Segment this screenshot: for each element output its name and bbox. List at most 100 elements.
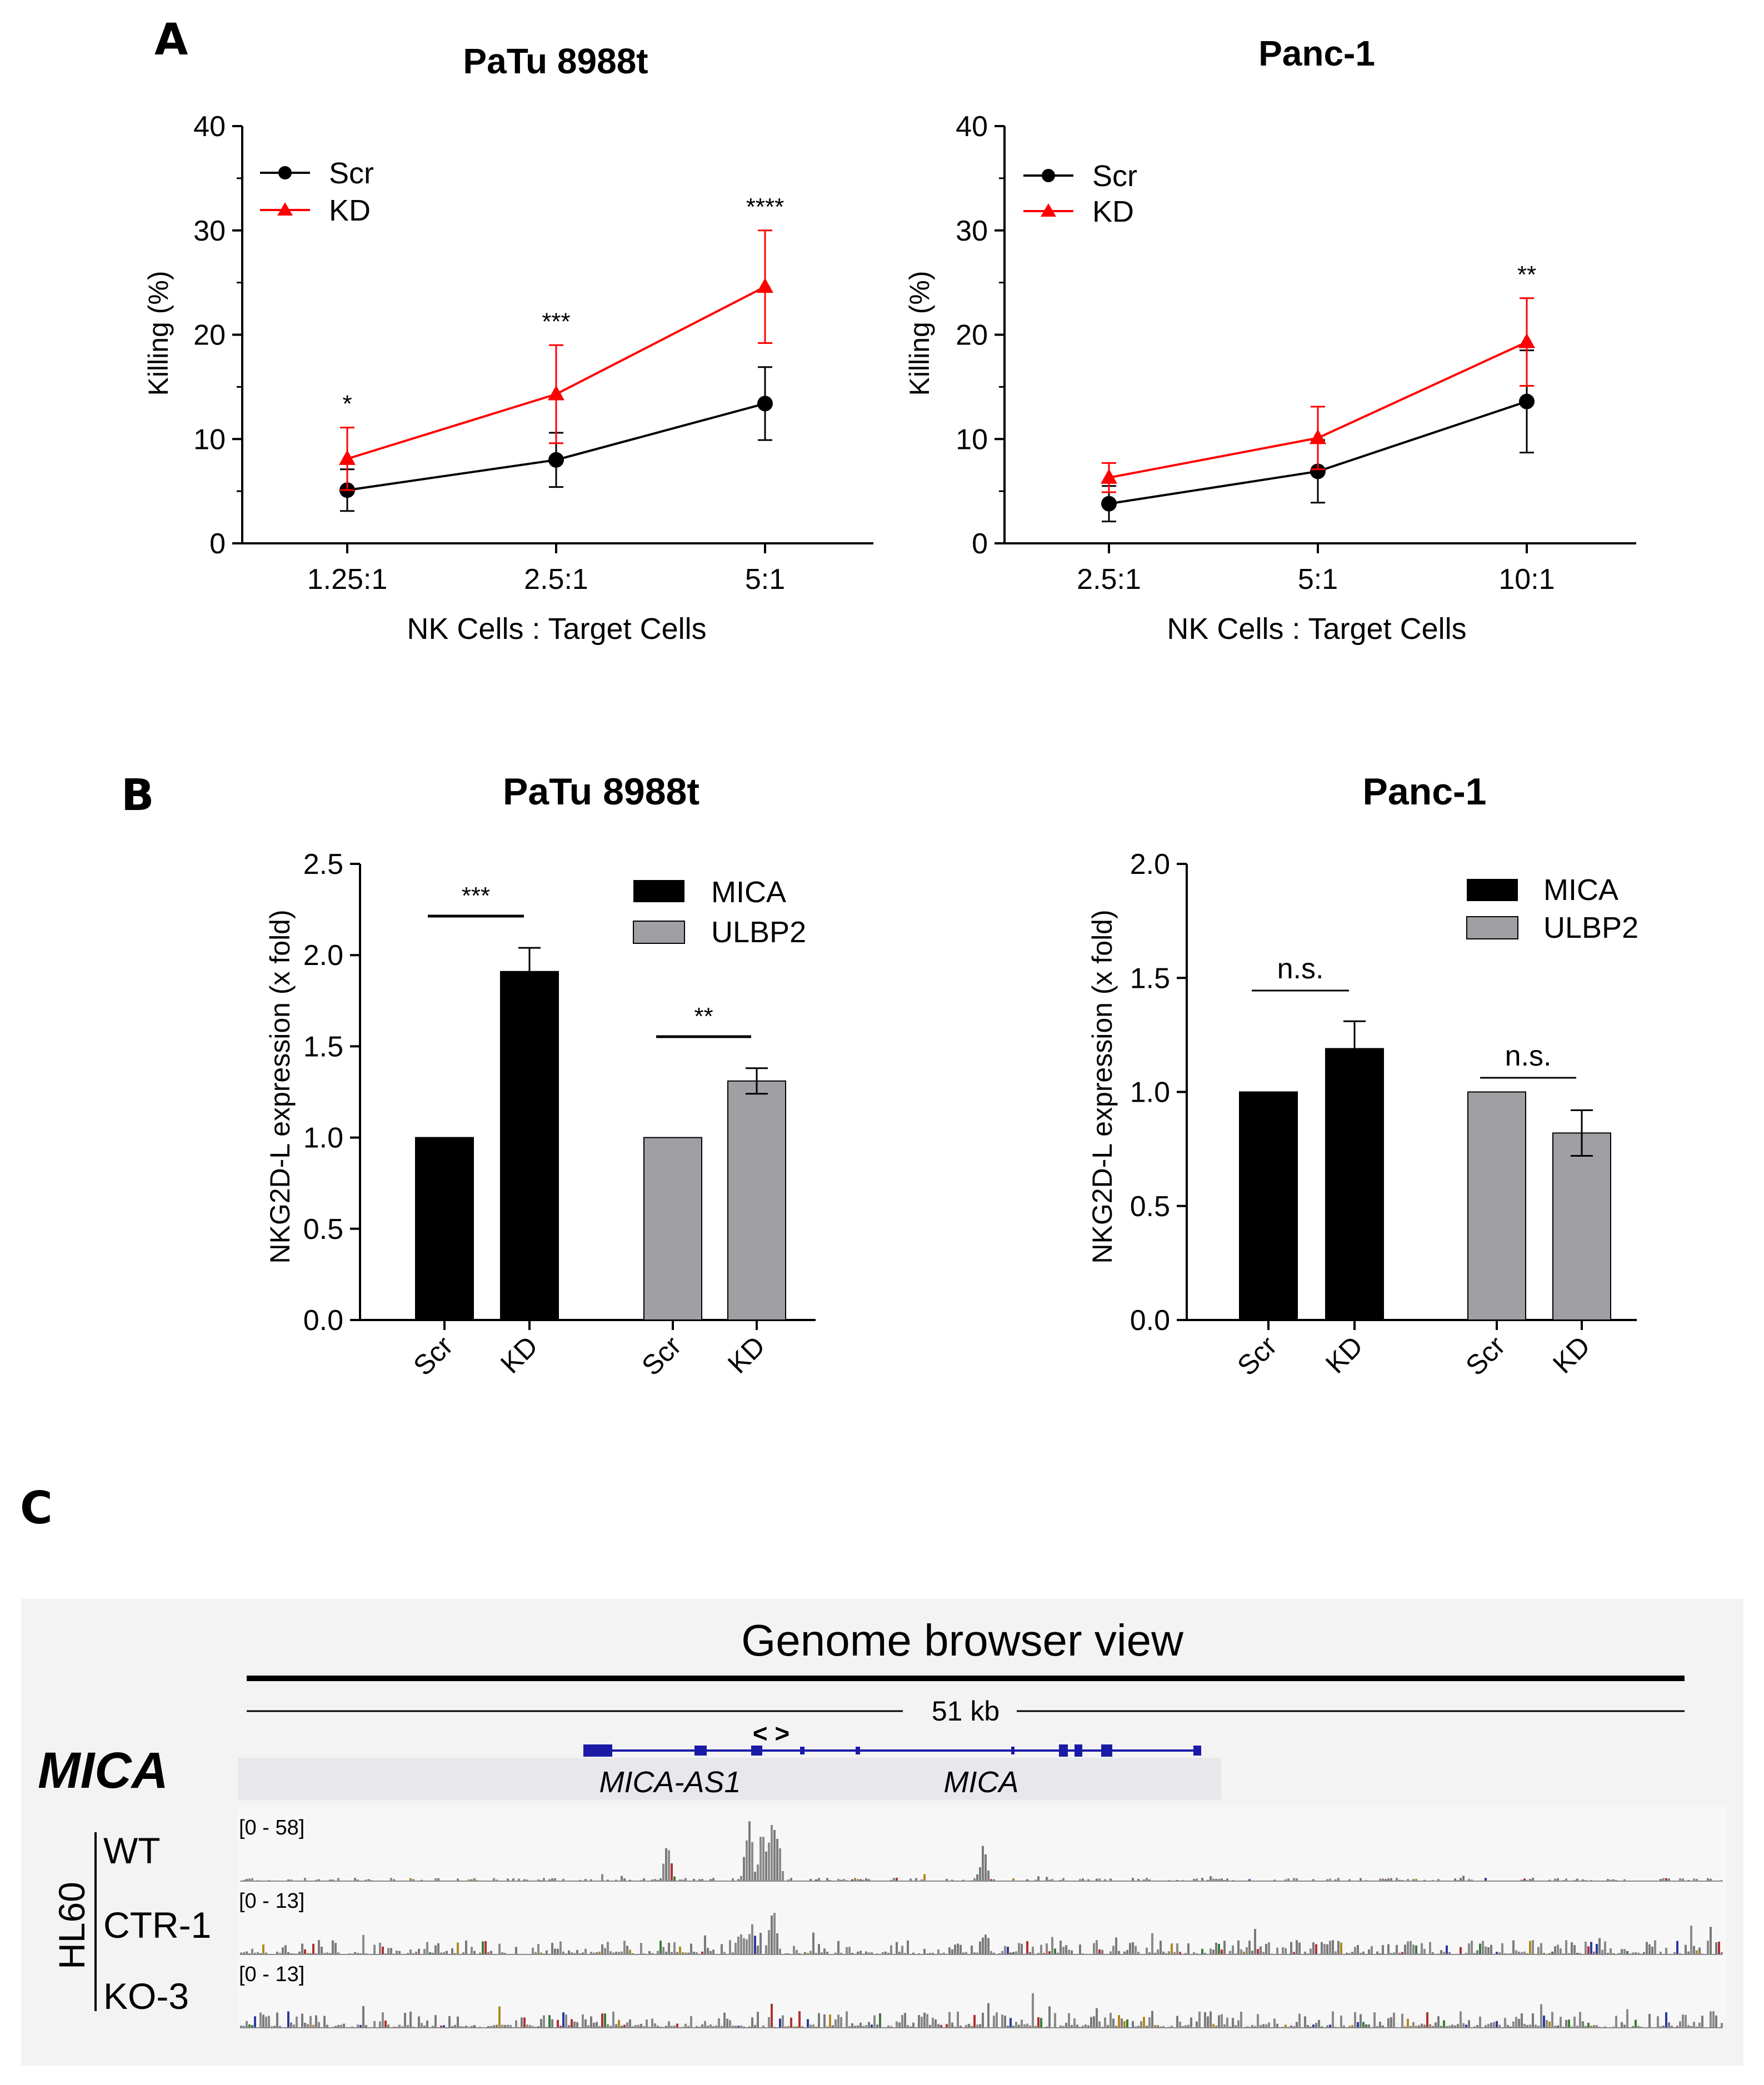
coverage-bar (1521, 2013, 1523, 2028)
coverage-bar (896, 2021, 898, 2028)
coverage-bar (1171, 2026, 1173, 2028)
y-tick-label: 30 (956, 215, 988, 247)
coverage-bar (409, 2011, 412, 2028)
coverage-bar (1493, 2022, 1495, 2028)
coverage-bar (1662, 2026, 1665, 2028)
coverage-bar (462, 2026, 464, 2028)
coverage-bar (1257, 2014, 1259, 2028)
coverage-bar (1557, 1944, 1559, 1954)
exon (583, 1744, 612, 1757)
coverage-bar (409, 1878, 412, 1881)
legend-marker-kd (277, 202, 293, 216)
coverage-bar (1529, 1941, 1531, 1954)
coverage-bar (1298, 1942, 1301, 1954)
coverage-bar (1201, 1948, 1203, 1954)
coverage-bar (601, 1874, 603, 1881)
coverage-bar (1390, 1953, 1392, 1954)
coverage-bar (1521, 1879, 1523, 1881)
coverage-bar (846, 1947, 848, 1954)
data-point-scr (1519, 393, 1535, 409)
coverage-bar (1110, 2013, 1112, 2028)
coverage-bar (393, 1879, 395, 1881)
coverage-bar (1348, 1879, 1351, 1881)
coverage-bar (732, 1878, 734, 1881)
coverage-bar (287, 1879, 289, 1881)
coverage-bar (1648, 2013, 1651, 2028)
coverage-bar (1340, 2016, 1342, 2028)
coverage-bar (826, 1952, 828, 1954)
coverage-bar (1048, 1879, 1051, 1881)
coverage-bar (1393, 2012, 1395, 2028)
coverage-bar (1151, 2011, 1153, 2028)
coverage-bar (454, 1953, 456, 1954)
y-axis-label: Killing (%) (904, 271, 935, 396)
coverage-bar (1710, 2011, 1712, 2028)
coverage-bar (1082, 1878, 1084, 1881)
coverage-bar (1246, 1947, 1248, 1954)
coverage-bar (532, 1947, 534, 1954)
coverage-bar (1268, 1942, 1270, 1954)
coverage-bar (1046, 1877, 1048, 1881)
coverage-bar (304, 1878, 306, 1881)
coverage-bar (873, 2015, 876, 2028)
coverage-bar (840, 1952, 842, 1954)
coverage-bar (412, 1879, 414, 1881)
coverage-bar (1157, 2025, 1159, 2028)
coverage-bar (1690, 2026, 1692, 2028)
coverage-bar (540, 2019, 542, 2028)
coverage-bar (554, 1948, 556, 1954)
coverage-bar (662, 1947, 664, 1954)
coverage-bar (1146, 1878, 1148, 1881)
coverage-bar (960, 2026, 962, 2028)
coverage-bar (557, 1948, 559, 1954)
coverage-bar (1693, 1878, 1695, 1881)
coverage-bar (1165, 1953, 1167, 1954)
coverage-bar (973, 1878, 976, 1881)
coverage-bar (1440, 1950, 1442, 1954)
coverage-bar (1221, 2014, 1223, 2028)
coverage-bar (1510, 1953, 1512, 1954)
coverage-bar (1285, 1948, 1287, 1954)
coverage-bar (1104, 2017, 1106, 2028)
coverage-bar (1290, 2025, 1292, 2028)
coverage-bar (1035, 2026, 1037, 2028)
coverage-bar (1540, 1943, 1542, 1954)
coverage-bar (1476, 2025, 1478, 2028)
coverage-bar (1337, 1941, 1340, 1954)
coverage-bar (607, 1942, 609, 1954)
coverage-bar (746, 1840, 748, 1881)
coverage-bar (754, 2025, 756, 2028)
coverage-bar (1537, 2026, 1540, 2028)
coverage-bar (512, 1878, 514, 1881)
coverage-bar (987, 1938, 990, 1954)
coverage-bar (971, 1946, 973, 1954)
coverage-bar (1176, 1943, 1178, 1954)
coverage-bar (1001, 1951, 1003, 1954)
coverage-bar (1260, 1946, 1262, 1954)
coverage-bar (887, 2025, 890, 2028)
data-point-kd (1518, 333, 1535, 348)
coverage-bar (1712, 2011, 1715, 2028)
coverage-bar (982, 2012, 984, 2028)
coverage-bar (568, 1950, 570, 1954)
coverage-bar (1071, 2025, 1073, 2028)
coverage-bar (1496, 2021, 1498, 2028)
coverage-bar (987, 1871, 990, 1881)
coverage-bar (1273, 2018, 1276, 2028)
coverage-tracks: [0 - 58] [0 - 13] [0 - 13] (238, 1807, 1727, 2028)
coverage-bar (604, 1948, 606, 1954)
coverage-bar (962, 1879, 965, 1881)
coverage-bar (498, 1943, 501, 1954)
coverage-bar (1207, 2016, 1209, 2028)
browser-title: Genome browser view (741, 1616, 1183, 1665)
coverage-bar (551, 2019, 553, 2028)
coverage-bar (1040, 1944, 1042, 1954)
coverage-bar (1329, 2024, 1331, 2028)
coverage-bar (740, 2025, 742, 2028)
coverage-bar (1351, 1952, 1353, 1954)
coverage-bar (1612, 1879, 1615, 1881)
coverage-bar (798, 1953, 801, 1954)
coverage-bar (293, 2024, 295, 2028)
coverage-bar (384, 2020, 387, 2028)
coverage-bar (768, 1930, 770, 1954)
